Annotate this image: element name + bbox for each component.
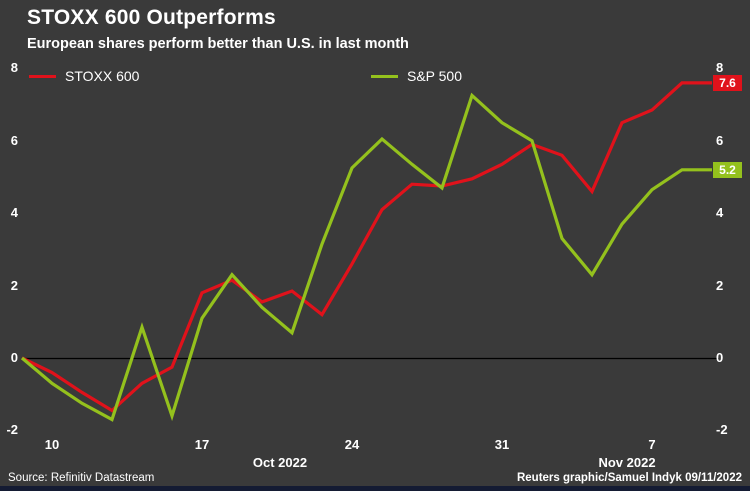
legend-item-sp500: S&P 500	[371, 68, 462, 84]
y-axis-tick-label: 8	[10, 60, 18, 76]
x-axis-tick-label: 7	[648, 437, 656, 452]
sp500-last-value-badge: 5.2	[713, 161, 742, 178]
credit-text: Reuters graphic/Samuel Indyk 09/11/2022	[516, 472, 742, 484]
chart-subtitle: European shares perform better than U.S.…	[27, 36, 409, 52]
sp500-line-swatch-icon	[371, 74, 398, 78]
y-axis-tick-label: -2	[716, 422, 728, 438]
y-axis-tick-label: 0	[716, 350, 724, 365]
x-axis-tick-label: 10	[44, 437, 60, 452]
stoxx600-line-swatch-icon	[29, 74, 56, 78]
x-axis-month-label-nov: Nov 2022	[598, 455, 656, 470]
chart-title: STOXX 600 Outperforms	[27, 6, 276, 29]
y-axis-tick-label: 2	[716, 277, 724, 293]
x-axis-tick-label: 17	[194, 437, 210, 452]
y-axis-tick-label: 2	[10, 277, 18, 293]
legend-item-stoxx600: STOXX 600	[29, 68, 139, 84]
legend-label-sp500: S&P 500	[407, 68, 463, 84]
y-axis-tick-label: 4	[716, 205, 724, 221]
x-axis-tick-label: 24	[344, 437, 360, 452]
y-axis-tick-label: -2	[6, 422, 18, 438]
x-axis-tick-label: 31	[494, 437, 510, 452]
y-axis-tick-label: 4	[10, 205, 18, 221]
y-axis-tick-label: 0	[10, 350, 18, 365]
y-axis-tick-label: 6	[716, 132, 724, 148]
footer-accent-bar	[0, 486, 750, 491]
source-text: Source: Refinitiv Datastream	[8, 472, 155, 484]
stoxx600-last-value-badge: 7.6	[713, 74, 742, 91]
series-line-stoxx600	[21, 81, 712, 413]
legend-label-stoxx600: STOXX 600	[65, 68, 140, 84]
y-axis-tick-label: 8	[716, 60, 724, 76]
y-axis-tick-label: 6	[10, 132, 18, 148]
x-axis-month-label-oct: Oct 2022	[252, 455, 308, 470]
series-line-sp500	[20, 92, 712, 422]
